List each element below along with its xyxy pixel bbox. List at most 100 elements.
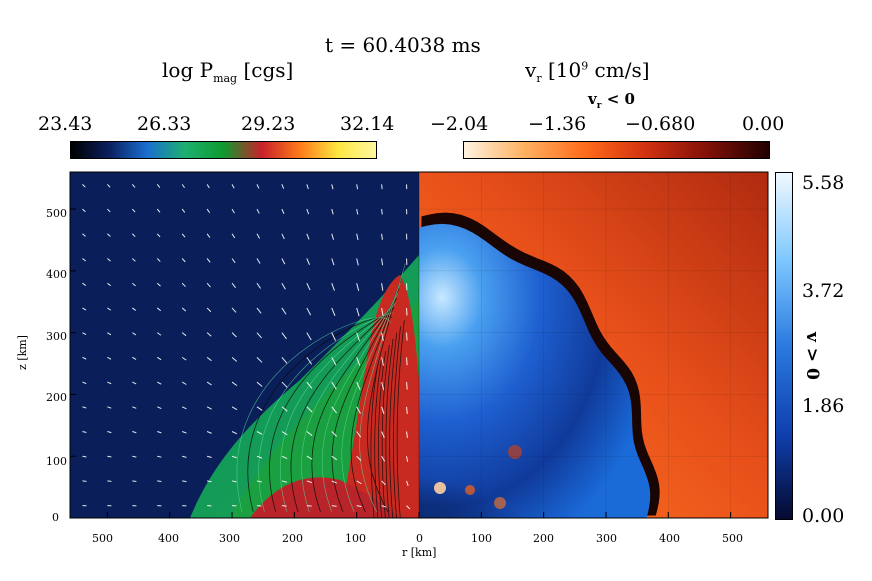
velocity-arrow (206, 356, 212, 362)
velocity-arrow (82, 431, 87, 433)
velocity-arrow (107, 332, 112, 336)
velocity-arrow (356, 455, 362, 461)
vr-neg-colorbar-tick: −0.680 (625, 113, 696, 135)
neg-label-v: v (588, 90, 597, 108)
velocity-arrow (157, 406, 162, 409)
velocity-arrow (331, 307, 336, 317)
velocity-arrow (107, 258, 111, 262)
right-quantity-sub: r (536, 72, 542, 85)
velocity-arrow (406, 406, 408, 414)
velocity-arrow (157, 431, 162, 434)
y-tick-label: 500 (46, 207, 67, 220)
velocity-arrow (381, 381, 385, 391)
y-tick-label: 300 (46, 330, 67, 343)
velocity-arrow (82, 356, 87, 360)
field-line (370, 363, 379, 518)
velocity-arrow (281, 406, 288, 412)
velocity-arrow (206, 307, 212, 313)
velocity-arrow (356, 431, 362, 438)
velocity-arrow (406, 505, 411, 510)
right-quantity-sup: 9 (581, 59, 589, 73)
vr-neg-colorbar-tick: −1.36 (528, 113, 587, 135)
velocity-arrow (306, 505, 312, 507)
velocity-arrow (356, 184, 359, 190)
velocity-arrow (381, 455, 386, 462)
velocity-arrow (181, 381, 187, 385)
velocity-arrow (206, 332, 212, 337)
velocity-arrow (381, 431, 385, 438)
velocity-arrow (406, 357, 408, 366)
velocity-arrow (181, 282, 186, 287)
velocity-arrow (107, 282, 111, 287)
velocity-arrow (306, 184, 309, 190)
velocity-arrow (231, 356, 238, 362)
velocity-arrow (381, 332, 384, 342)
x-tick-label: 300 (596, 532, 617, 545)
velocity-arrow (181, 233, 186, 238)
field-line (378, 351, 387, 518)
velocity-arrow (206, 381, 212, 386)
velocity-arrow (131, 184, 136, 188)
velocity-arrow (107, 233, 111, 237)
y-tick-label: 200 (46, 391, 67, 404)
velocity-arrow (182, 480, 187, 483)
velocity-arrow (331, 480, 337, 484)
velocity-arrow (82, 455, 87, 458)
velocity-arrow (331, 258, 335, 266)
velocity-arrow (157, 455, 162, 458)
velocity-arrow (381, 505, 387, 508)
velocity-arrow (256, 307, 262, 314)
velocity-arrow (131, 208, 136, 213)
vr-pos-colorbar-tick: 5.58 (802, 172, 845, 194)
velocity-arrow (256, 332, 262, 339)
velocity-arrow (231, 381, 238, 387)
field-line (385, 338, 394, 518)
velocity-arrow (206, 208, 211, 214)
vr-neg-colorbar-tick: 0.00 (742, 113, 785, 135)
velocity-arrow (131, 258, 136, 262)
velocity-arrow (181, 208, 186, 213)
velocity-arrow (381, 233, 383, 240)
neg-label-tail: < 0 (601, 90, 635, 108)
velocity-arrow (406, 332, 408, 341)
velocity-arrow (206, 258, 211, 263)
velocity-arrow (132, 431, 137, 434)
velocity-arrow (406, 431, 408, 438)
velocity-arrow (381, 357, 385, 366)
velocity-arrow (356, 332, 360, 342)
velocity-arrow (306, 258, 310, 265)
left-quantity-main: log P (162, 58, 214, 82)
velocity-arrow (132, 480, 137, 482)
velocity-arrow (181, 307, 187, 312)
vr-neg-colorbar (463, 141, 770, 159)
velocity-arrow (306, 480, 313, 484)
velocity-arrow (306, 406, 313, 413)
velocity-arrow (107, 381, 112, 385)
velocity-arrow (356, 233, 359, 240)
velocity-arrow (356, 406, 361, 414)
velocity-arrow (331, 381, 337, 390)
velocity-arrow (82, 282, 87, 286)
velocity-arrow (281, 184, 285, 189)
velocity-arrow (381, 307, 384, 317)
field-line (381, 344, 390, 518)
pmag-colorbar (70, 141, 377, 159)
x-axis-label: r [km] (402, 546, 437, 559)
velocity-arrow (356, 208, 359, 215)
velocity-arrow (107, 431, 112, 434)
vr-neg-colorbar-tick: −2.04 (430, 113, 489, 135)
velocity-arrow (107, 406, 112, 409)
velocity-arrow (231, 282, 236, 289)
velocity-arrow (331, 406, 337, 414)
y-tick-label: 0 (52, 511, 59, 524)
velocity-arrow (256, 406, 263, 411)
velocity-arrow (281, 307, 287, 315)
velocity-arrow (107, 356, 112, 360)
velocity-arrow (82, 332, 87, 336)
velocity-arrow (206, 184, 210, 189)
velocity-arrow (356, 258, 359, 266)
velocity-arrow (156, 282, 161, 287)
velocity-arrow (107, 208, 111, 213)
velocity-arrow (231, 406, 238, 411)
field-line (374, 357, 383, 518)
